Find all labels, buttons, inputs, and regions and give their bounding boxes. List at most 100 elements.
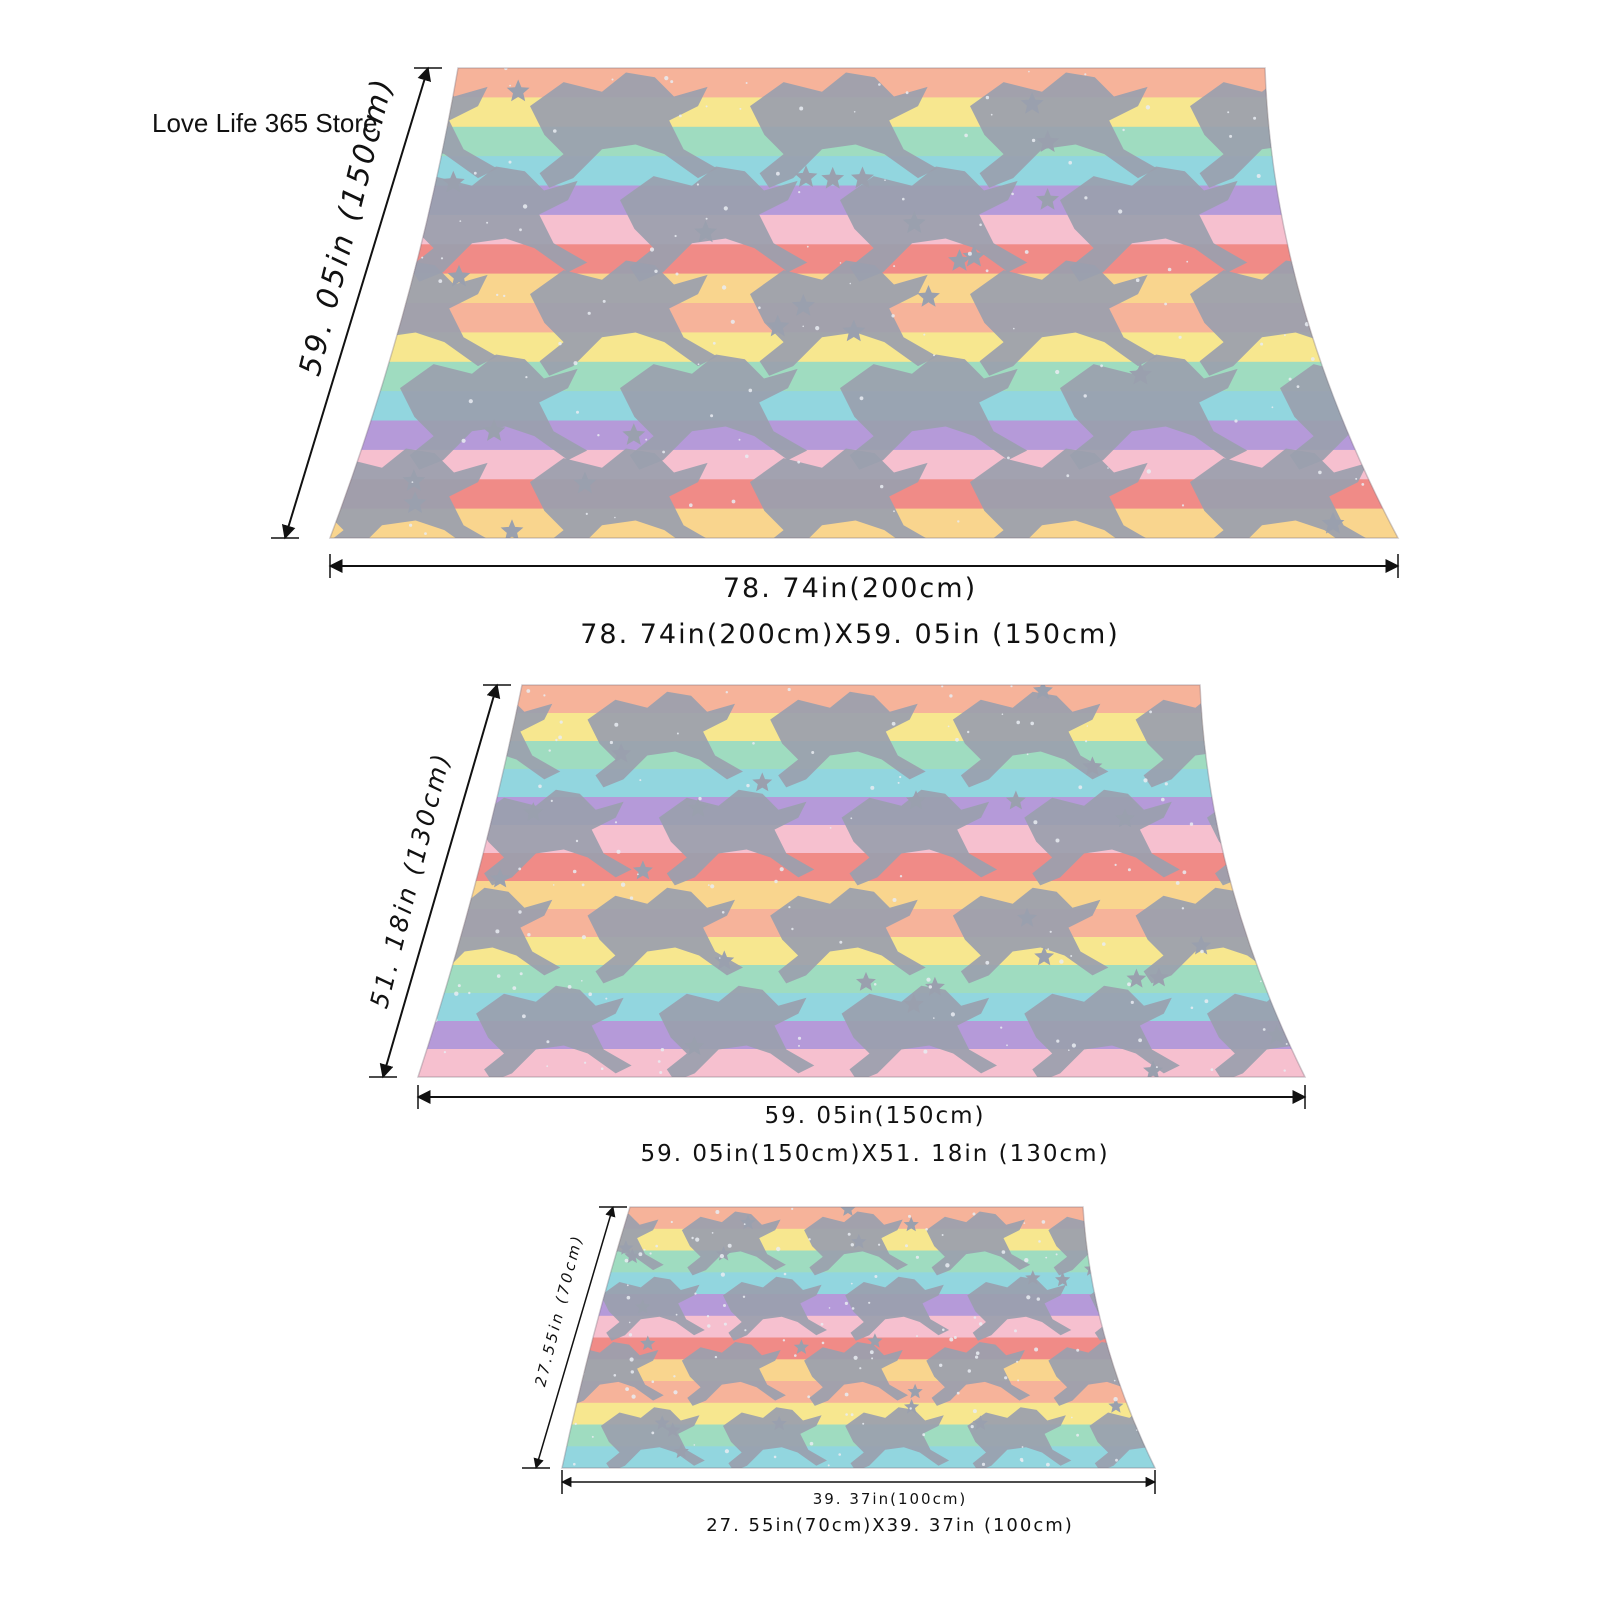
sparkle [616,849,621,854]
sparkle [878,83,881,86]
sparkle [1262,1028,1266,1031]
star-glitter [716,1246,732,1261]
sparkle [637,873,639,876]
sparkle [1210,1068,1214,1071]
sparkle [868,1301,871,1304]
unicorn-glitter [840,354,1028,470]
star-glitter [506,79,530,102]
sparkle [572,869,577,874]
sparkle [973,1316,977,1319]
sparkle [525,376,528,379]
sparkle [1274,948,1279,953]
unicorn-glitter [530,448,718,538]
sparkle [1111,1305,1116,1310]
sparkle [1017,1379,1020,1382]
sparkle [548,749,551,752]
sparkle [731,499,736,504]
height-dimension-arrow [379,683,501,1079]
sparkle [783,1272,787,1276]
sparkle [1070,1416,1073,1419]
star-glitter [821,166,845,189]
sparkle [978,1322,983,1326]
sparkle [1115,1458,1118,1462]
sparkle [424,532,427,535]
sparkle [649,1252,652,1255]
sparkle [555,738,558,742]
sparkle [850,1413,854,1417]
sparkle [981,1462,986,1466]
sparkle [908,1214,911,1218]
sparkle [957,520,960,523]
star-glitter [1092,1250,1108,1265]
sparkle [745,454,749,459]
sparkle [421,256,424,259]
sparkle [1103,1256,1107,1259]
sparkle [782,1339,786,1342]
sparkle [967,730,970,734]
sparkle [1222,711,1225,715]
unicorn-glitter [476,789,632,886]
sparkle [710,884,715,889]
star-glitter [673,1443,689,1459]
sparkle [933,354,935,357]
sparkle [776,171,780,176]
sparkle [1114,863,1117,867]
star-glitter [624,1248,640,1264]
sparkle [1273,686,1276,690]
sparkle [1295,850,1300,855]
sparkle [438,868,441,871]
sparkle [1107,1251,1112,1255]
sparkle [1178,335,1182,339]
sparkle [1084,196,1088,200]
sparkle [949,1337,954,1342]
sparkle [1016,720,1020,725]
sparkle [838,1453,841,1456]
star-glitter [856,971,876,991]
sparkle [945,1263,950,1268]
sparkle [581,935,587,940]
sparkle [1084,73,1087,76]
star-glitter [654,1415,670,1430]
sparkle [629,896,634,900]
sparkle [985,95,990,100]
width-label-large: 78. 74in(200cm) [722,573,978,604]
sparkle [925,1228,928,1231]
star-glitter [1129,362,1152,385]
star-glitter [1126,968,1147,988]
sparkle [1083,394,1087,398]
unicorn-glitter [723,1276,827,1341]
sparkle [712,341,716,345]
sparkle [670,80,674,84]
sparkle [788,906,791,909]
sparkle [602,299,606,303]
sparkle [651,1431,655,1435]
sparkle [1167,267,1172,272]
sparkle [1086,725,1089,727]
sparkle [383,232,386,235]
star-glitter [1339,144,1363,167]
star-glitter [1148,967,1169,987]
sparkle [496,293,499,297]
sparkle [1059,959,1064,964]
sparkle [1055,369,1060,375]
sparkle [744,1329,747,1332]
unicorn-glitter [845,1407,950,1468]
sparkle [975,1355,979,1359]
sparkle [1181,907,1185,910]
sparkle [1270,724,1274,728]
sparkle [558,735,562,740]
sparkle [614,722,619,727]
sparkle [967,251,972,256]
sparkle [509,84,511,87]
sparkle [1155,1066,1158,1069]
sparkle [628,1321,631,1324]
sparkle [705,217,708,220]
sparkle [546,1065,549,1068]
star-glitter [1143,1060,1163,1077]
sparkle [1047,948,1050,951]
sparkle [673,1375,676,1378]
sparkle [643,1248,646,1251]
sparkle [1127,982,1131,987]
sparkle [438,279,443,283]
